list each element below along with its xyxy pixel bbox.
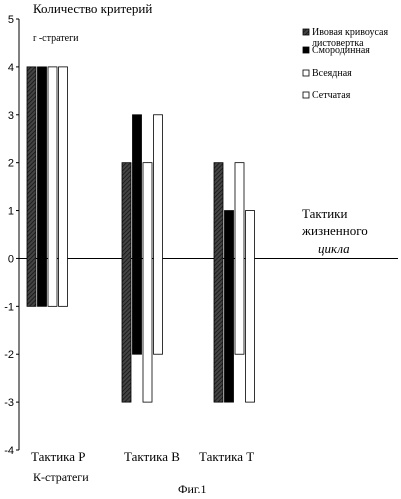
bar-3-3	[235, 163, 244, 355]
y-tick-label: 1	[8, 206, 14, 218]
bar-4-2	[154, 115, 163, 354]
x-label-line-2: жизненного	[301, 223, 368, 238]
legend-swatch	[303, 29, 309, 35]
category-label: Тактика Т	[199, 449, 254, 464]
category-label: Тактика В	[124, 449, 180, 464]
y-tick-label: -1	[4, 301, 14, 313]
legend-label: Смородинная	[312, 45, 370, 56]
y-ticks: -4 -3 -2 -1 0 1 2 3 4 5	[4, 14, 19, 457]
legend-swatch	[303, 92, 309, 98]
bar-1-2	[122, 163, 131, 402]
x-label-line-1: Тактики	[302, 206, 347, 221]
y-tick-label: -2	[4, 349, 14, 361]
x-category-labels: Тактика Р Тактика В Тактика Т	[31, 449, 254, 464]
legend-label: Ивовая кривоусая	[312, 27, 388, 38]
legend-swatch	[303, 47, 309, 53]
bars	[27, 67, 255, 402]
y-tick-label: 3	[8, 110, 14, 122]
y-tick-label: 0	[8, 253, 14, 265]
bar-4-3	[246, 211, 255, 403]
y-label-top: r -стратеги	[33, 33, 79, 44]
bar-2-2	[133, 115, 142, 354]
y-tick-label: 4	[8, 62, 14, 74]
bar-4-1	[59, 67, 68, 306]
bar-2-3	[225, 211, 234, 403]
y-tick-label: -3	[4, 397, 14, 409]
y-label-bottom: К-стратеги	[33, 470, 89, 484]
category-label: Тактика Р	[31, 449, 86, 464]
legend-swatch	[303, 70, 309, 76]
y-tick-label: -4	[4, 445, 14, 457]
y-tick-label: 2	[8, 158, 14, 170]
chart-title: Количество критерий	[33, 1, 152, 16]
x-label-line-3: цикла	[318, 241, 350, 256]
bar-3-2	[143, 163, 152, 402]
y-tick-label: 5	[8, 14, 14, 26]
bar-2-1	[38, 67, 47, 306]
bar-3-1	[48, 67, 57, 306]
bar-1-1	[27, 67, 36, 306]
legend-label: Сетчатая	[312, 90, 351, 101]
figure-caption: Фиг.1	[178, 482, 206, 496]
legend: Ивовая кривоусаялистоверткаСмородиннаяВс…	[303, 27, 388, 101]
legend-label: Всеядная	[312, 68, 352, 79]
bar-1-3	[214, 163, 223, 402]
